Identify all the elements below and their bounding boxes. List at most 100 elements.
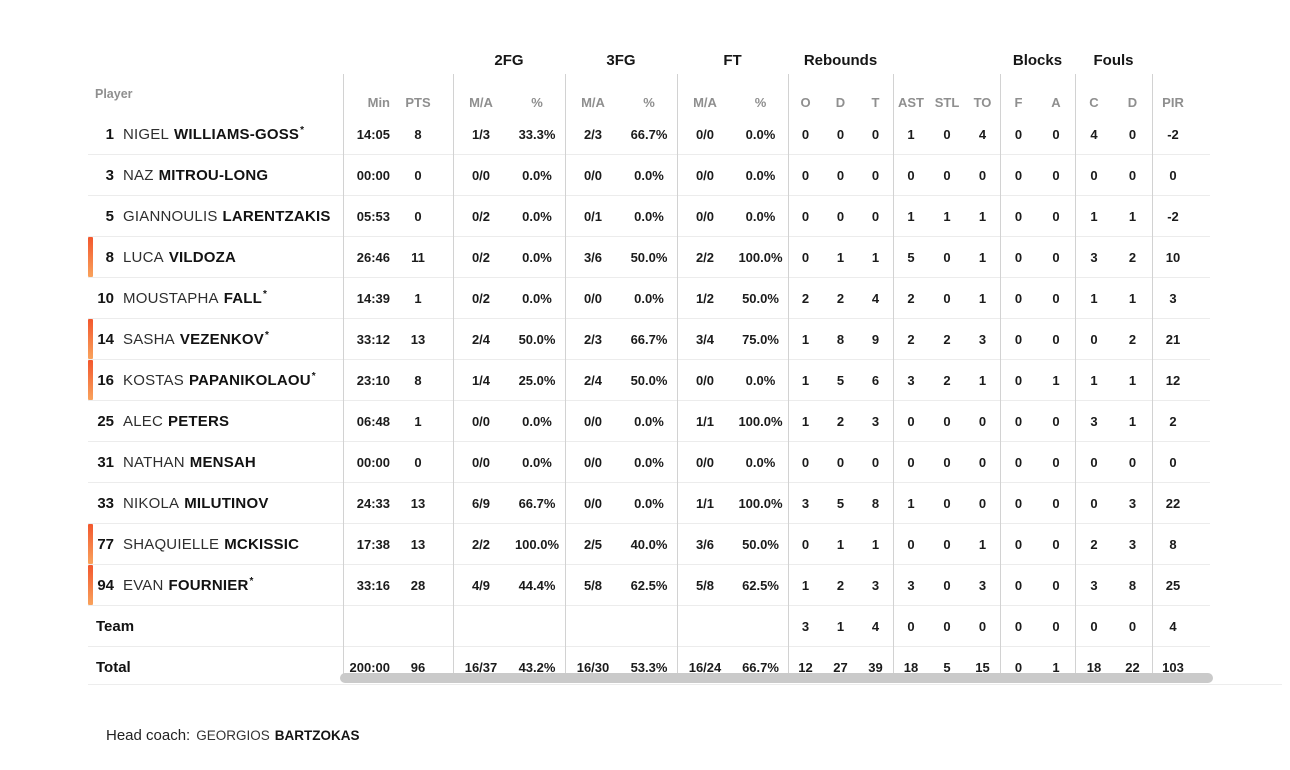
cell-blk-a: 0 <box>1052 208 1060 224</box>
cell-reb-t: 8 <box>871 495 880 511</box>
column-header-ast: AST <box>898 95 924 110</box>
cell-ast: 1 <box>907 495 915 511</box>
player-name: GIANNOULIS LARENTZAKIS <box>123 208 331 225</box>
cell-3fg-ma: 2/3 <box>583 126 603 142</box>
starter-star: * <box>311 371 316 382</box>
player-last-name: VEZENKOV <box>179 331 264 348</box>
boxscore-table: 2FG 3FG FT Rebounds Blocks Fouls Player Min PTS… <box>88 46 1210 687</box>
horizontal-scrollbar-thumb[interactable] <box>340 673 1213 683</box>
head-coach-line: Head coach: GEORGIOS BARTZOKAS <box>106 727 360 744</box>
group-label-ft: FT <box>723 51 742 69</box>
on-court-indicator <box>88 565 93 605</box>
cell-reb-d: 5 <box>836 495 845 511</box>
cell-blk-f: 0 <box>1014 208 1023 224</box>
cell-blk-a: 0 <box>1052 290 1060 306</box>
cell-fouls-d: 0 <box>1128 126 1137 142</box>
cell-ast: 2 <box>907 331 915 347</box>
player-row: 10 MOUSTAPHA FALL* 14:39 1 0/2 0.0% 0/0 0.0% 1/2 5… <box>88 278 1210 319</box>
cell-3fg-ma: 0/0 <box>583 413 603 429</box>
cell-to: 0 <box>978 495 987 511</box>
cell-to: 3 <box>978 577 987 593</box>
cell-blk-f: 0 <box>1014 577 1023 593</box>
player-cell: 94 EVAN FOURNIER* <box>88 565 343 605</box>
cell-reb-o: 0 <box>801 454 810 470</box>
cell-ast: 2 <box>907 290 915 306</box>
total-row: Total 200:00 96 16/37 43.2% 16/30 53.3% 16/24 66… <box>88 647 1210 687</box>
cell-2fg-pct: 0.0% <box>522 167 552 183</box>
on-court-indicator <box>88 237 93 277</box>
cell-pir: 3 <box>1169 290 1177 306</box>
cell-fouls-d: 2 <box>1128 331 1137 347</box>
player-number: 8 <box>105 248 114 266</box>
cell-3fg-ma: 2/5 <box>583 536 603 552</box>
on-court-indicator <box>88 360 93 400</box>
cell-min: 00:00 <box>356 167 390 183</box>
cell-to: 0 <box>978 618 987 634</box>
player-name: ALEC PETERS <box>123 413 229 430</box>
cell-reb-d: 8 <box>836 331 845 347</box>
group-label-2fg: 2FG <box>494 51 524 69</box>
group-label-blocks: Blocks <box>1012 51 1063 69</box>
player-number: 1 <box>105 125 114 143</box>
cell-to: 1 <box>978 208 987 224</box>
head-coach-first-name: GEORGIOS <box>196 728 270 743</box>
table-body: 1 NIGEL WILLIAMS-GOSS* 14:05 8 1/3 33.3% 2/3 66.… <box>88 114 1210 687</box>
cell-2fg-pct: 100.0% <box>514 536 560 552</box>
group-label-3fg: 3FG <box>606 51 636 69</box>
cell-pir: 25 <box>1165 577 1181 593</box>
head-coach-label: Head coach: <box>106 727 191 744</box>
player-number: 10 <box>97 289 114 307</box>
column-header-stl: STL <box>934 95 960 110</box>
player-number: 14 <box>97 330 114 348</box>
column-divider <box>453 74 454 674</box>
column-header-fouls-d: D <box>1127 95 1138 110</box>
cell-3fg-pct: 50.0% <box>630 249 668 265</box>
player-last-name: FALL <box>223 290 262 307</box>
cell-3fg-pct: 0.0% <box>634 495 664 511</box>
cell-blk-f: 0 <box>1014 249 1023 265</box>
cell-blk-f: 0 <box>1014 167 1023 183</box>
player-row: 16 KOSTAS PAPANIKOLAOU* 23:10 8 1/4 25.0% 2/4 50… <box>88 360 1210 401</box>
cell-min: 00:00 <box>356 454 390 470</box>
cell-ft-pct: 62.5% <box>742 577 779 593</box>
player-number: 25 <box>97 412 114 430</box>
cell-stl: 0 <box>943 536 951 552</box>
player-first-name: NIKOLA <box>123 494 180 512</box>
team-row: Team 3 1 4 0 0 0 0 0 0 0 4 <box>88 606 1210 647</box>
cell-blk-a: 1 <box>1052 372 1060 388</box>
cell-blk-a: 0 <box>1052 536 1060 552</box>
player-row: 8 LUCA VILDOZA 26:46 11 0/2 0.0% 3/6 50.0% 2/2 100… <box>88 237 1210 278</box>
player-cell: 31 NATHAN MENSAH <box>88 442 343 482</box>
cell-ast: 1 <box>907 126 915 142</box>
cell-blk-f: 0 <box>1014 618 1023 634</box>
cell-ft-pct: 0.0% <box>745 167 776 183</box>
cell-reb-d: 1 <box>836 249 845 265</box>
cell-3fg-ma: 0/0 <box>583 495 603 511</box>
cell-ft-pct: 100.0% <box>738 249 783 265</box>
cell-stl: 0 <box>943 618 951 634</box>
cell-fouls-c: 1 <box>1090 290 1098 306</box>
cell-ft-ma: 3/4 <box>695 331 715 347</box>
cell-fouls-c: 2 <box>1090 536 1098 552</box>
column-divider <box>893 74 894 674</box>
column-header-ft-pct: % <box>754 95 767 110</box>
player-row: 5 GIANNOULIS LARENTZAKIS 05:53 0 0/2 0.0% 0/1 0.… <box>88 196 1210 237</box>
cell-fouls-d: 1 <box>1128 290 1137 306</box>
starter-star: * <box>249 576 254 587</box>
cell-fouls-d: 3 <box>1128 536 1137 552</box>
cell-ft-ma: 0/0 <box>695 208 715 224</box>
cell-to: 1 <box>978 249 987 265</box>
cell-stl: 0 <box>943 167 951 183</box>
cell-stl: 0 <box>943 577 951 593</box>
cell-ast: 3 <box>907 577 915 593</box>
cell-pir: 4 <box>1169 618 1177 634</box>
cell-reb-d: 2 <box>836 577 845 593</box>
player-first-name: SHAQUIELLE <box>123 535 220 553</box>
cell-reb-o: 2 <box>801 290 810 306</box>
on-court-indicator <box>88 524 93 564</box>
column-header-pir: PIR <box>1162 95 1184 110</box>
cell-min: 200:00 <box>349 659 390 675</box>
cell-to: 0 <box>978 413 987 429</box>
player-last-name: MENSAH <box>189 453 256 471</box>
column-header-blk-a: A <box>1051 95 1061 110</box>
